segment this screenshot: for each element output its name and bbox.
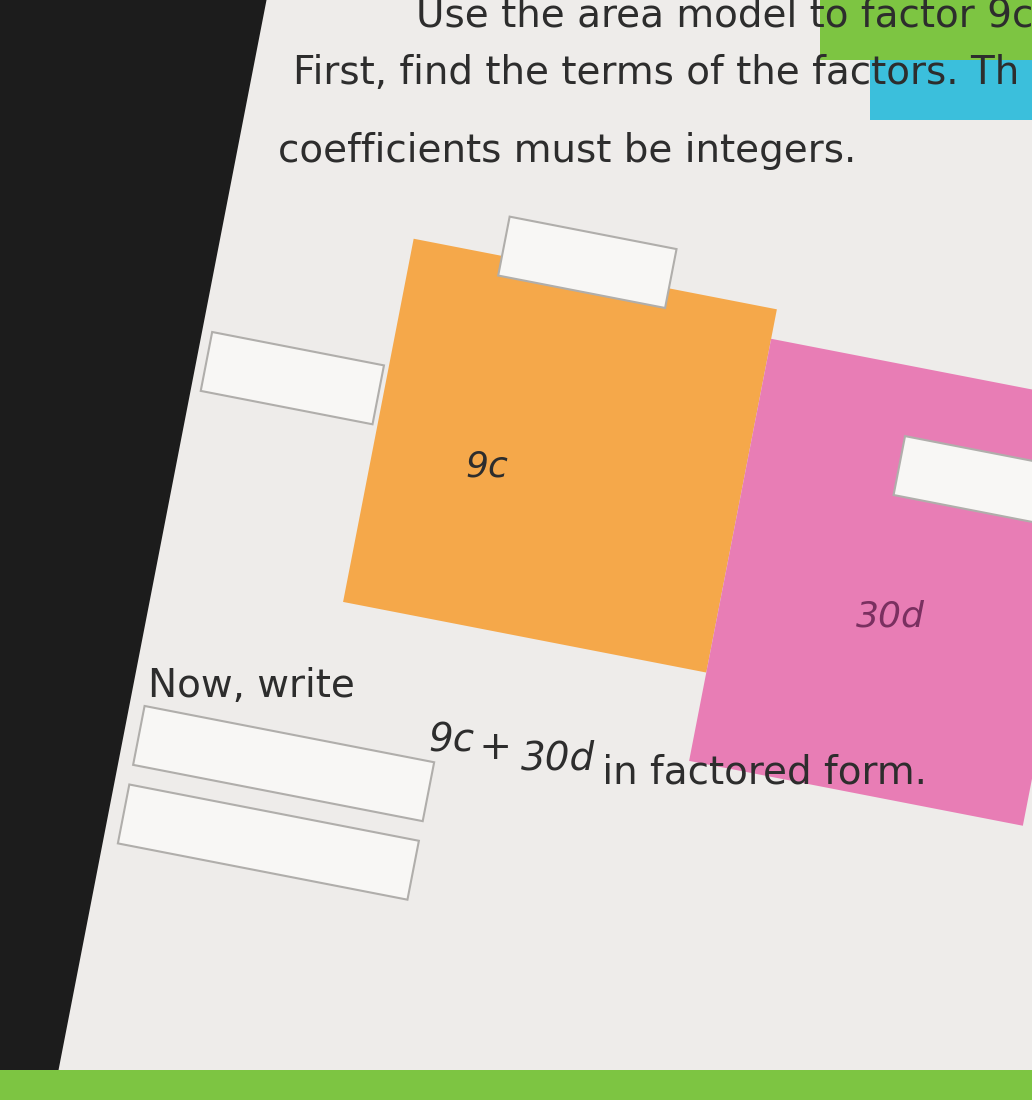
Bar [343,239,777,672]
Text: 9c: 9c [465,450,508,484]
Text: +: + [467,729,525,768]
Bar [894,436,1032,528]
Text: First, find the terms of the factors. Th: First, find the terms of the factors. Th [293,54,1020,91]
Text: in factored form.: in factored form. [590,754,927,791]
Bar [118,784,419,900]
Bar [0,1070,1032,1100]
Text: 9c: 9c [428,722,475,760]
Bar [201,332,384,425]
Bar [498,217,677,308]
Bar [820,0,1032,60]
Text: 30d: 30d [521,740,595,778]
Text: Use the area model to factor 9c + 3: Use the area model to factor 9c + 3 [416,0,1032,34]
Bar [133,706,434,822]
Text: coefficients must be integers.: coefficients must be integers. [278,132,857,170]
Bar [870,0,1032,120]
Bar [689,339,1032,826]
Text: Now, write: Now, write [149,668,367,705]
Text: 30d: 30d [856,600,925,634]
